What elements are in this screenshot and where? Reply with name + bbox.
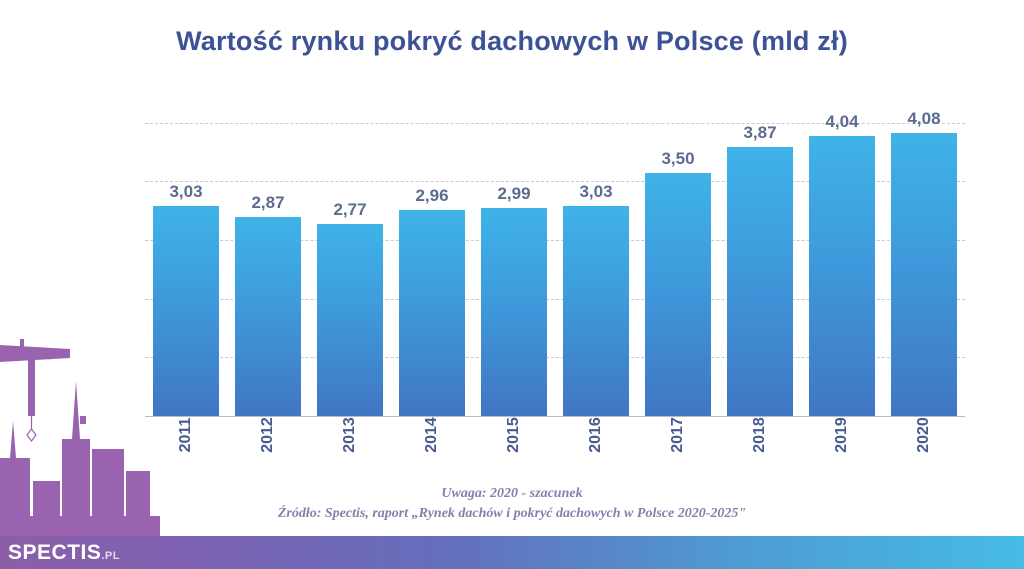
bar-value-label: 3,03 — [579, 181, 613, 201]
x-axis-tick-label: 2016 — [587, 417, 604, 453]
footer-bar: SPECTIS.PL — [0, 536, 1024, 569]
year-slot: 2020 — [883, 417, 965, 480]
bar-value-label: 3,87 — [743, 123, 777, 143]
bar[interactable] — [399, 210, 465, 416]
x-axis-tick-label: 2018 — [751, 417, 768, 453]
brand-logo-name: SPECTIS — [8, 541, 102, 564]
bar-slot: 2,96 — [391, 123, 473, 416]
footnote-source: Źródło: Spectis, raport „Rynek dachów i … — [277, 506, 747, 521]
brand-logo: SPECTIS.PL — [8, 541, 120, 565]
year-slot: 2017 — [637, 417, 719, 480]
bar-slot: 4,04 — [801, 112, 883, 416]
year-slot: 2019 — [801, 417, 883, 480]
x-axis-tick-label: 2020 — [915, 417, 932, 453]
bar[interactable] — [235, 216, 301, 416]
gridline — [145, 298, 965, 300]
gridline — [145, 240, 965, 242]
bar[interactable] — [481, 208, 547, 416]
bar-value-label: 4,04 — [825, 111, 859, 131]
x-axis-tick-label: 2019 — [833, 417, 850, 453]
year-slot: 2012 — [227, 417, 309, 480]
bar-slot: 2,77 — [309, 123, 391, 416]
x-axis-tick-label: 2015 — [505, 417, 522, 453]
bar-value-label: 2,99 — [497, 184, 531, 204]
bar[interactable] — [317, 223, 383, 416]
bar-value-label: 2,96 — [415, 186, 449, 206]
x-axis-labels: 2011 2012 2013 2014 2015 2016 2017 2018 2019 2020 — [145, 417, 965, 480]
x-axis-line — [145, 416, 965, 417]
bar-value-label: 4,08 — [907, 108, 941, 128]
bar-slot: 2,99 — [473, 123, 555, 416]
bar-slot: 2,87 — [227, 123, 309, 416]
page-title: Wartość rynku pokryć dachowych w Polsce … — [176, 26, 848, 56]
bar-slot: 3,50 — [637, 123, 719, 416]
bar-value-label: 2,87 — [251, 192, 285, 212]
year-slot: 2013 — [309, 417, 391, 480]
year-slot: 2014 — [391, 417, 473, 480]
bar-value-label: 3,50 — [661, 149, 695, 168]
bar[interactable] — [809, 135, 875, 416]
bar[interactable] — [645, 173, 711, 416]
gridline — [145, 181, 965, 183]
bar-slot: 4,08 — [883, 109, 965, 416]
bar[interactable] — [891, 132, 957, 416]
bar-value-label: 2,77 — [333, 199, 367, 219]
year-slot: 2011 — [145, 418, 227, 480]
bar-slot: 3,03 — [145, 123, 227, 416]
x-axis-tick-label: 2011 — [177, 417, 194, 453]
x-axis-tick-label: 2014 — [423, 417, 440, 453]
bar[interactable] — [153, 205, 219, 416]
year-slot: 2015 — [473, 417, 555, 480]
x-axis-tick-label: 2012 — [259, 417, 276, 453]
year-slot: 2016 — [555, 417, 637, 480]
x-axis-tick-label: 2013 — [341, 417, 358, 453]
bar-series: 3,03 2,87 2,77 2,96 2,99 3,03 3,50 3,87 4,04 4,08 — [145, 109, 965, 416]
bar-value-label: 3,03 — [169, 181, 203, 201]
bar-slot: 3,03 — [555, 123, 637, 416]
year-slot: 2018 — [719, 417, 801, 480]
gridline — [145, 356, 965, 358]
brand-logo-suffix: .PL — [101, 550, 120, 562]
plot-area — [145, 123, 965, 416]
footnote-note: Uwaga: 2020 - szacunek — [441, 486, 583, 501]
x-axis-tick-label: 2017 — [669, 417, 686, 453]
gridline — [145, 123, 965, 124]
bar-slot: 3,87 — [719, 123, 801, 416]
bar[interactable] — [563, 205, 629, 416]
bar[interactable] — [727, 147, 793, 416]
footnotes: Uwaga: 2020 - szacunek Źródło: Spectis, … — [0, 484, 1024, 524]
